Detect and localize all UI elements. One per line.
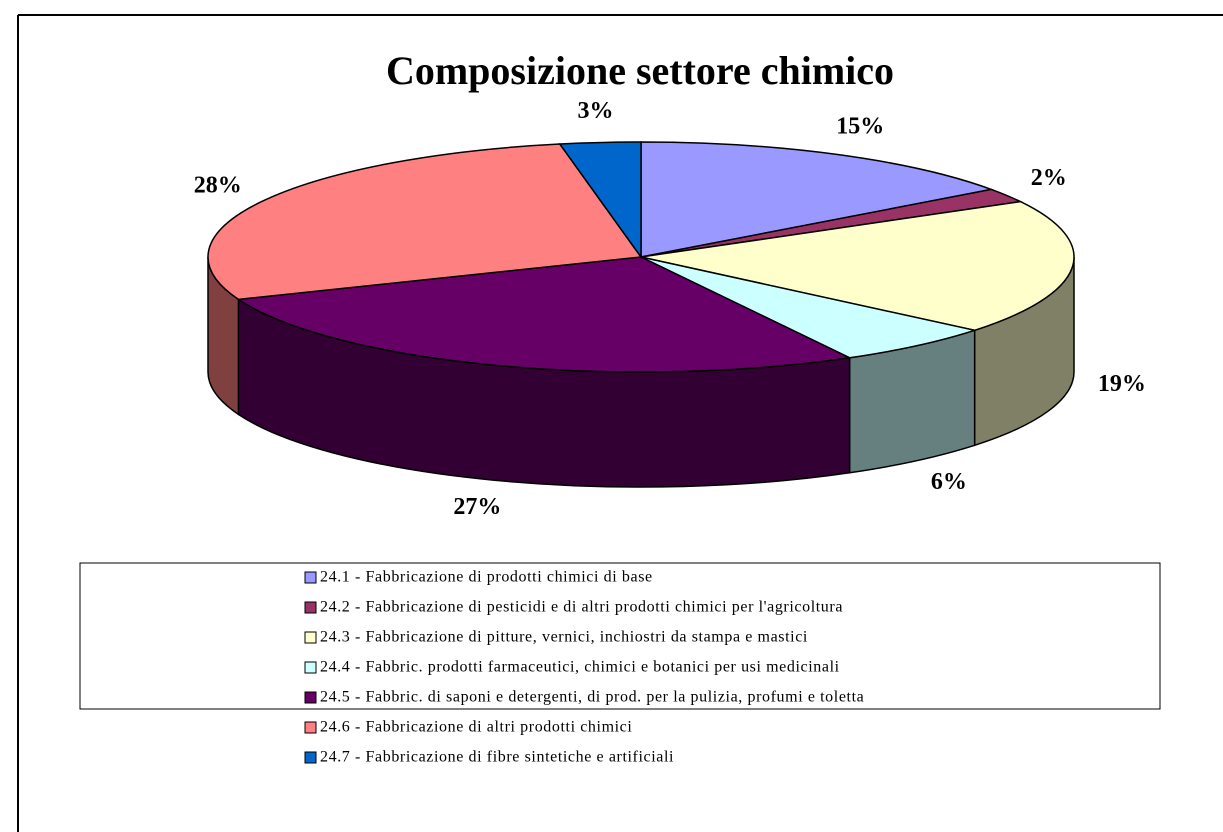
legend-label: 24.2 - Fabbricazione di pesticidi e di a… bbox=[320, 599, 843, 616]
legend-swatch bbox=[304, 661, 317, 674]
chart-title: Composizione settore chimico bbox=[386, 48, 894, 93]
legend-box bbox=[79, 562, 1161, 710]
data-label: 28% bbox=[194, 173, 242, 199]
slice bbox=[640, 200, 1075, 332]
legend-swatch bbox=[304, 601, 317, 614]
data-label: 27% bbox=[453, 494, 501, 520]
legend-label: 24.7 - Fabbricazione di fibre sintetiche… bbox=[320, 749, 674, 766]
legend-swatch bbox=[304, 571, 317, 584]
slice bbox=[558, 141, 642, 260]
legend-label: 24.3 - Fabbricazione di pitture, vernici… bbox=[320, 629, 808, 646]
data-label: 15% bbox=[836, 113, 884, 139]
legend-label: 24.1 - Fabbricazione di prodotti chimici… bbox=[320, 569, 653, 586]
slice bbox=[640, 141, 995, 258]
data-label: 6% bbox=[931, 469, 967, 495]
legend-label: 24.5 - Fabbric. di saponi e detergenti, … bbox=[320, 689, 864, 706]
legend-swatch bbox=[304, 691, 317, 704]
legend-label: 24.4 - Fabbric. prodotti farmaceutici, c… bbox=[320, 659, 840, 676]
legend-swatch bbox=[304, 631, 317, 644]
slice bbox=[207, 143, 643, 301]
data-label: 2% bbox=[1031, 165, 1067, 191]
data-label: 3% bbox=[578, 98, 614, 124]
slice bbox=[236, 256, 853, 373]
legend-label: 24.6 - Fabbricazione di altri prodotti c… bbox=[320, 719, 632, 736]
legend: 24.1 - Fabbricazione di prodotti chimici… bbox=[304, 569, 864, 766]
pie: 15% 2% 19% 6% 27% 28% 3% bbox=[194, 98, 1146, 520]
legend-swatch bbox=[304, 721, 317, 734]
slice bbox=[640, 256, 978, 359]
data-label: 19% bbox=[1098, 371, 1146, 397]
legend-swatch bbox=[304, 751, 317, 764]
